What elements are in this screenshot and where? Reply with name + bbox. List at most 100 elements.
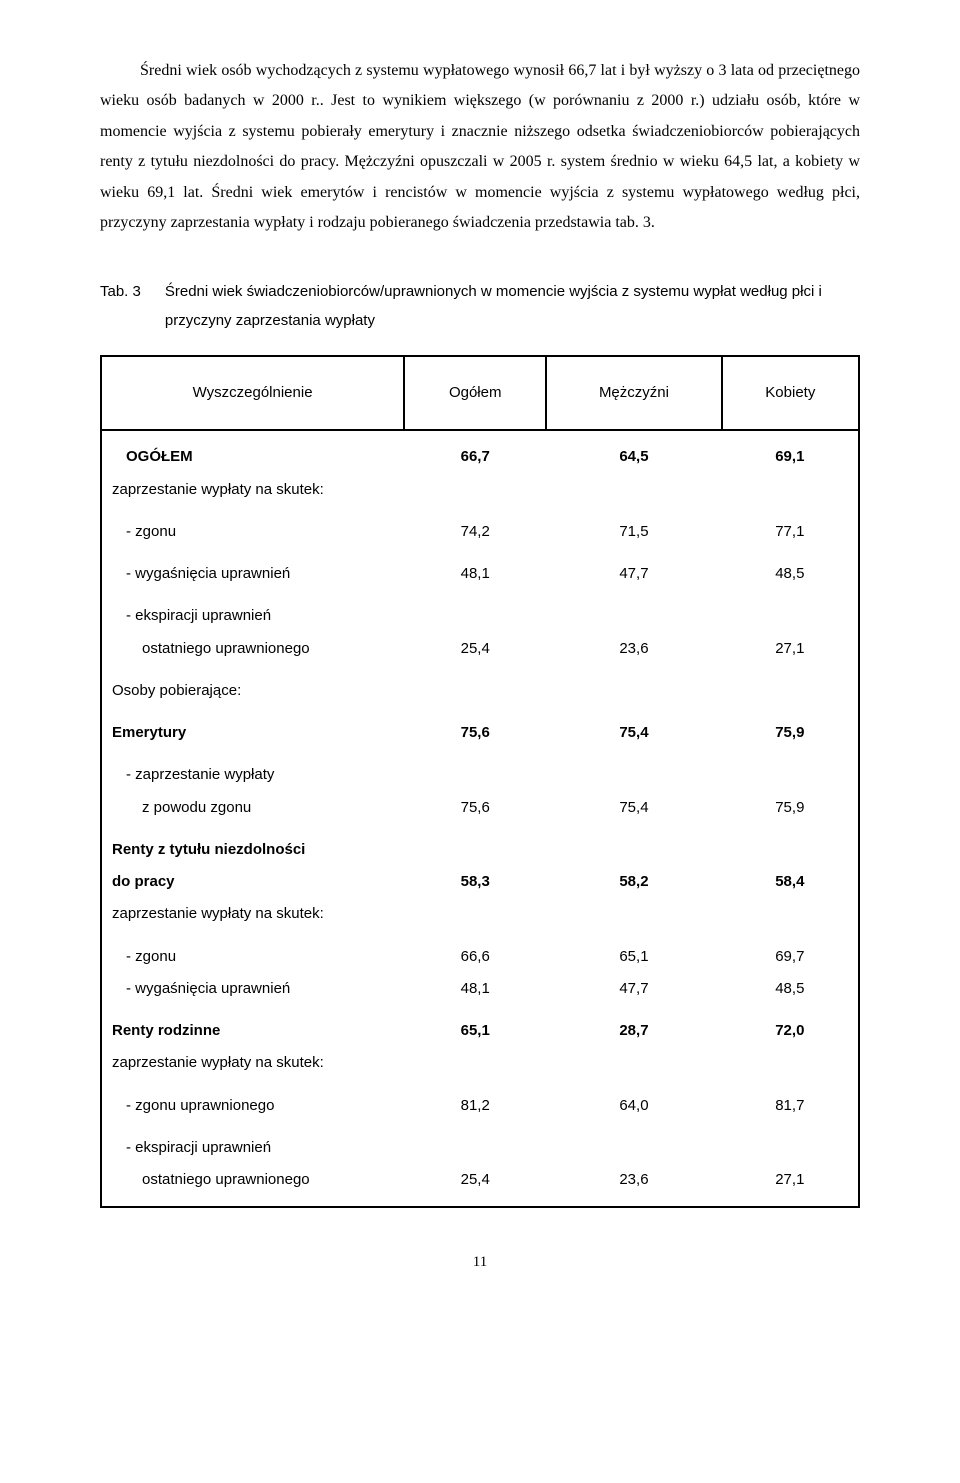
cell-value: 75,4 (546, 717, 721, 749)
row-label: - zaprzestanie wypłaty (101, 759, 404, 791)
cell-value (722, 898, 859, 930)
row-label: - zgonu uprawnionego (101, 1090, 404, 1122)
row-label: - ekspiracji uprawnień (101, 1132, 404, 1164)
cell-value: 66,6 (404, 941, 546, 973)
table-row: - zgonu74,271,577,1 (101, 516, 859, 548)
cell-value: 23,6 (546, 1164, 721, 1196)
col-header: Kobiety (722, 356, 859, 430)
cell-value (546, 898, 721, 930)
table-row (101, 824, 859, 834)
table-row: - zgonu66,665,169,7 (101, 941, 859, 973)
cell-value: 48,5 (722, 973, 859, 1005)
cell-value: 48,1 (404, 558, 546, 590)
cell-value: 65,1 (546, 941, 721, 973)
table-row: ostatniego uprawnionego25,423,627,1 (101, 633, 859, 665)
cell-value: 28,7 (546, 1015, 721, 1047)
row-label: zaprzestanie wypłaty na skutek: (101, 898, 404, 930)
cell-value (404, 759, 546, 791)
row-label: ostatniego uprawnionego (101, 1164, 404, 1196)
table-row: - zaprzestanie wypłaty (101, 759, 859, 791)
cell-value: 58,3 (404, 866, 546, 898)
table-row: OGÓŁEM66,764,569,1 (101, 441, 859, 473)
table-caption: Tab. 3 Średni wiek świadczeniobiorców/up… (100, 278, 860, 335)
table-row (101, 1080, 859, 1090)
cell-value: 64,0 (546, 1090, 721, 1122)
row-label: zaprzestanie wypłaty na skutek: (101, 474, 404, 506)
cell-value: 58,2 (546, 866, 721, 898)
cell-value (722, 759, 859, 791)
cell-value (722, 474, 859, 506)
cell-value (404, 834, 546, 866)
cell-value (546, 600, 721, 632)
row-label: - zgonu (101, 941, 404, 973)
cell-value (404, 1132, 546, 1164)
row-label: Osoby pobierające: (101, 675, 404, 707)
table-row (101, 506, 859, 516)
table-row: Emerytury75,675,475,9 (101, 717, 859, 749)
cell-value (404, 675, 546, 707)
cell-value: 66,7 (404, 441, 546, 473)
table-row (101, 707, 859, 717)
col-header: Mężczyźni (546, 356, 721, 430)
row-label: do pracy (101, 866, 404, 898)
cell-value: 72,0 (722, 1015, 859, 1047)
table-row: zaprzestanie wypłaty na skutek: (101, 898, 859, 930)
cell-value (546, 675, 721, 707)
table-row: z powodu zgonu75,675,475,9 (101, 792, 859, 824)
cell-value: 27,1 (722, 1164, 859, 1196)
table-row (101, 430, 859, 441)
row-label: Renty z tytułu niezdolności (101, 834, 404, 866)
cell-value: 25,4 (404, 633, 546, 665)
cell-value: 47,7 (546, 558, 721, 590)
cell-value (546, 474, 721, 506)
cell-value: 48,1 (404, 973, 546, 1005)
cell-value: 23,6 (546, 633, 721, 665)
table-row: - ekspiracji uprawnień (101, 600, 859, 632)
row-label: OGÓŁEM (101, 441, 404, 473)
col-header: Ogółem (404, 356, 546, 430)
table-row (101, 1122, 859, 1132)
cell-value: 25,4 (404, 1164, 546, 1196)
cell-value: 74,2 (404, 516, 546, 548)
page-number: 11 (100, 1248, 860, 1277)
table-row: - wygaśnięcia uprawnień48,147,748,5 (101, 973, 859, 1005)
cell-value (546, 834, 721, 866)
table-row (101, 931, 859, 941)
table-row: - ekspiracji uprawnień (101, 1132, 859, 1164)
cell-value (546, 759, 721, 791)
row-label: zaprzestanie wypłaty na skutek: (101, 1047, 404, 1079)
row-label: - zgonu (101, 516, 404, 548)
cell-value: 75,6 (404, 792, 546, 824)
table-row: Renty rodzinne65,128,772,0 (101, 1015, 859, 1047)
table-number: Tab. 3 (100, 278, 141, 335)
row-label: z powodu zgonu (101, 792, 404, 824)
table-row: - wygaśnięcia uprawnień48,147,748,5 (101, 558, 859, 590)
cell-value: 71,5 (546, 516, 721, 548)
cell-value (546, 1132, 721, 1164)
table-row: do pracy58,358,258,4 (101, 866, 859, 898)
body-paragraph: Średni wiek osób wychodzących z systemu … (100, 56, 860, 238)
table-header-row: Wyszczególnienie Ogółem Mężczyźni Kobiet… (101, 356, 859, 430)
cell-value: 75,9 (722, 717, 859, 749)
table-row (101, 749, 859, 759)
data-table: Wyszczególnienie Ogółem Mężczyźni Kobiet… (100, 355, 860, 1208)
cell-value (404, 898, 546, 930)
cell-value: 75,6 (404, 717, 546, 749)
cell-value (404, 474, 546, 506)
cell-value: 81,7 (722, 1090, 859, 1122)
cell-value: 27,1 (722, 633, 859, 665)
cell-value: 75,4 (546, 792, 721, 824)
cell-value (546, 1047, 721, 1079)
table-row (101, 665, 859, 675)
cell-value (722, 600, 859, 632)
cell-value (722, 834, 859, 866)
cell-value: 64,5 (546, 441, 721, 473)
row-label: - wygaśnięcia uprawnień (101, 973, 404, 1005)
table-row: zaprzestanie wypłaty na skutek: (101, 474, 859, 506)
cell-value (404, 600, 546, 632)
cell-value: 81,2 (404, 1090, 546, 1122)
table-row (101, 548, 859, 558)
cell-value: 58,4 (722, 866, 859, 898)
cell-value: 77,1 (722, 516, 859, 548)
table-title: Średni wiek świadczeniobiorców/uprawnion… (165, 278, 860, 335)
